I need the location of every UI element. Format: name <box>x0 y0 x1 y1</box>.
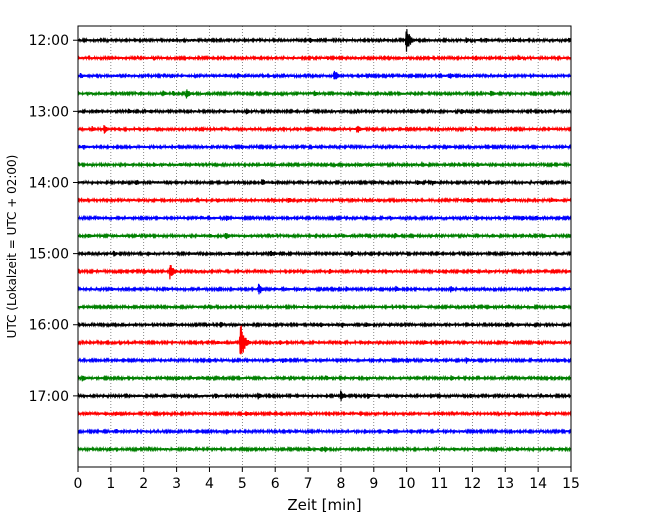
trace-1600 <box>77 321 572 329</box>
x-tick-label: 4 <box>205 476 214 492</box>
seismic-traces <box>77 29 572 453</box>
y-tick-label: 15:00 <box>29 247 69 263</box>
y-tick-label: 14:00 <box>29 175 69 191</box>
trace-1700 <box>77 390 572 401</box>
trace-1515 <box>77 264 572 280</box>
y-tick-label: 17:00 <box>29 389 69 405</box>
trace-1230 <box>77 70 572 80</box>
trace-1730 <box>77 428 572 435</box>
y-tick-label: 13:00 <box>29 104 69 120</box>
x-tick-label: 9 <box>369 476 378 492</box>
trace-1445 <box>77 232 572 240</box>
plot-frame <box>77 25 572 468</box>
trace-1630 <box>77 356 572 364</box>
y-tick-label: 12:00 <box>29 33 69 49</box>
x-tick-label: 12 <box>463 476 481 492</box>
x-axis-ticks: 0 1 2 3 4 5 6 7 8 9 10 11 12 13 14 15 <box>74 467 580 492</box>
x-tick-label: 11 <box>431 476 449 492</box>
x-tick-label: 15 <box>562 476 580 492</box>
y-tick-label: 16:00 <box>29 318 69 334</box>
x-tick-label: 2 <box>139 476 148 492</box>
x-tick-label: 1 <box>106 476 115 492</box>
y-axis-ticks: 12:00 13:00 14:00 15:00 16:00 17:00 <box>29 33 78 405</box>
trace-1415 <box>77 196 572 204</box>
trace-1330 <box>77 143 572 151</box>
trace-1715 <box>77 410 572 418</box>
x-tick-label: 0 <box>74 476 83 492</box>
x-axis-title: Zeit [min] <box>287 496 361 514</box>
trace-1245 <box>77 89 572 99</box>
trace-1345 <box>77 161 572 169</box>
trace-1500 <box>77 250 572 258</box>
trace-1545 <box>77 303 572 311</box>
x-tick-label: 3 <box>172 476 181 492</box>
x-tick-label: 7 <box>304 476 313 492</box>
trace-1400 <box>77 179 572 186</box>
trace-1745 <box>77 445 572 453</box>
x-tick-label: 14 <box>529 476 547 492</box>
x-tick-label: 13 <box>496 476 514 492</box>
x-tick-label: 5 <box>238 476 247 492</box>
trace-1430 <box>77 214 572 222</box>
x-tick-label: 6 <box>271 476 280 492</box>
trace-1615 <box>77 325 572 355</box>
trace-1300 <box>77 108 572 115</box>
y-axis-title: UTC (Lokalzeit = UTC + 02:00) <box>5 155 19 339</box>
x-tick-label: 8 <box>336 476 345 492</box>
trace-1215 <box>77 54 572 62</box>
x-tick-label: 10 <box>398 476 416 492</box>
trace-1315 <box>77 125 572 134</box>
trace-1645 <box>77 374 572 382</box>
trace-1200 <box>77 29 572 52</box>
trace-1530 <box>77 283 572 295</box>
